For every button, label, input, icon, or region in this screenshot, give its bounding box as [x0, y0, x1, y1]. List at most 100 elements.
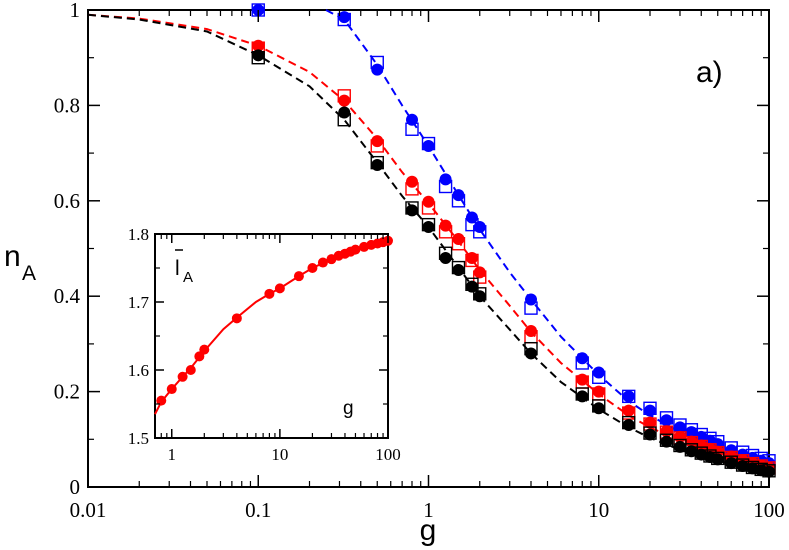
inset-x-axis-label: g — [343, 398, 354, 419]
x-tick-label: 10 — [271, 445, 288, 464]
data-point-s0-0 — [156, 395, 167, 406]
inset-y-axis-label: l A — [175, 249, 193, 286]
data-point-s0-11 — [592, 366, 605, 379]
data-point-s5-10 — [575, 387, 589, 401]
data-point-s4-13 — [644, 428, 657, 441]
data-point-s4-20 — [725, 457, 738, 470]
data-point-s5-8 — [473, 287, 487, 301]
data-point-s5-2 — [370, 155, 384, 170]
data-point-s1-4 — [421, 136, 436, 151]
data-point-s5-17 — [694, 446, 708, 460]
data-point-s3-1 — [337, 89, 351, 103]
data-point-s5-0 — [251, 51, 265, 65]
data-point-s5-21 — [735, 458, 750, 472]
main-data-points — [251, 3, 776, 478]
data-point-s1-5 — [438, 179, 453, 194]
y-tick-label: 0 — [70, 475, 81, 499]
data-point-s0-16 — [350, 244, 361, 255]
x-tick-label: 10 — [588, 498, 609, 522]
data-point-s5-3 — [405, 201, 419, 215]
main-axis-ticks: 0.01 0.1 1 10 100 0 0.2 0.4 0.6 0.8 1 — [54, 0, 785, 522]
data-point-s0-11 — [317, 257, 328, 268]
data-point-s4-1 — [338, 106, 351, 119]
data-point-s0-12 — [622, 390, 635, 403]
data-point-s4-16 — [685, 445, 698, 458]
y-tick-label: 1.7 — [128, 293, 150, 312]
data-point-s0-9 — [525, 293, 538, 306]
data-point-s0-7 — [264, 288, 275, 299]
data-point-s1-2 — [370, 55, 384, 70]
data-point-s2-8 — [473, 266, 486, 279]
x-tick-label: 0.01 — [70, 498, 107, 522]
data-point-s1-8 — [473, 225, 487, 239]
data-point-s5-1 — [337, 113, 351, 127]
x-tick-label: 100 — [753, 498, 785, 522]
data-point-s0-5 — [439, 173, 452, 186]
data-point-s4-21 — [736, 460, 749, 473]
data-point-s0-2 — [177, 371, 188, 382]
y-tick-label: 0.4 — [54, 284, 81, 308]
panel-label: a) — [696, 56, 723, 89]
data-point-s5-4 — [421, 217, 436, 232]
x-tick-label: 1 — [167, 445, 176, 464]
data-point-s5-19 — [711, 451, 725, 466]
y-axis-label-main: n — [4, 240, 21, 273]
data-point-s5-23 — [754, 462, 768, 477]
data-point-s2-16 — [685, 435, 698, 448]
y-tick-label: 0.6 — [54, 189, 80, 213]
data-point-s1-10 — [575, 356, 589, 370]
data-point-s2-13 — [644, 416, 657, 429]
data-point-s0-1 — [166, 384, 177, 395]
data-point-s4-14 — [660, 435, 673, 448]
inset-data-points — [156, 235, 393, 406]
data-point-s5-14 — [659, 433, 674, 447]
data-point-s0-5 — [199, 344, 210, 355]
data-point-s3-4 — [421, 201, 436, 215]
data-point-s0-7 — [465, 211, 478, 224]
data-point-s5-6 — [451, 260, 466, 275]
data-point-s1-7 — [465, 217, 479, 232]
main-plot: 0.01 0.1 1 10 100 0 0.2 0.4 0.6 0.8 1 a) g n A — [4, 0, 785, 547]
data-point-s0-2 — [371, 63, 384, 76]
data-point-s3-7 — [465, 253, 479, 268]
inset-plot: 1 10 100 1.5 1.6 1.7 1.8 g l A — [128, 225, 401, 464]
inset-y-axis-label-main: l — [175, 257, 180, 280]
data-point-s0-9 — [293, 271, 304, 282]
data-point-s2-14 — [660, 425, 673, 438]
data-point-s4-5 — [439, 252, 452, 265]
y-tick-label: 1.8 — [128, 225, 149, 244]
data-point-s5-18 — [703, 449, 717, 463]
data-point-s2-2 — [371, 135, 384, 148]
inset-y-axis-label-subscript: A — [183, 269, 193, 286]
y-tick-label: 1.5 — [128, 429, 149, 448]
data-point-s5-5 — [438, 246, 453, 260]
x-tick-label: 1 — [423, 498, 434, 522]
data-point-s5-7 — [465, 277, 479, 291]
data-point-s0-10 — [307, 263, 318, 273]
x-axis-label: g — [420, 514, 437, 547]
y-tick-label: 0.8 — [54, 93, 80, 117]
y-axis-label: n A — [4, 240, 36, 285]
data-point-s1-1 — [337, 12, 351, 27]
data-point-s5-22 — [745, 460, 760, 475]
y-tick-label: 1.6 — [128, 361, 149, 380]
y-tick-label: 0.2 — [54, 380, 80, 404]
data-point-s1-13 — [643, 401, 657, 415]
data-point-s1-12 — [622, 389, 636, 404]
data-point-s4-15 — [673, 440, 686, 453]
data-point-s3-6 — [451, 237, 466, 251]
data-point-s3-5 — [438, 225, 453, 239]
data-point-s1-3 — [405, 122, 419, 136]
data-point-s1-6 — [451, 194, 466, 208]
data-point-s3-2 — [370, 139, 384, 153]
data-point-s0-10 — [576, 352, 589, 365]
data-point-s5-11 — [592, 399, 606, 413]
data-point-s4-19 — [711, 453, 724, 466]
x-tick-label: 0.1 — [245, 498, 271, 522]
data-point-s5-13 — [643, 426, 657, 440]
data-point-s5-16 — [684, 443, 699, 457]
data-point-s2-1 — [338, 94, 351, 107]
data-point-s0-6 — [231, 313, 242, 324]
data-point-s1-14 — [659, 411, 674, 425]
